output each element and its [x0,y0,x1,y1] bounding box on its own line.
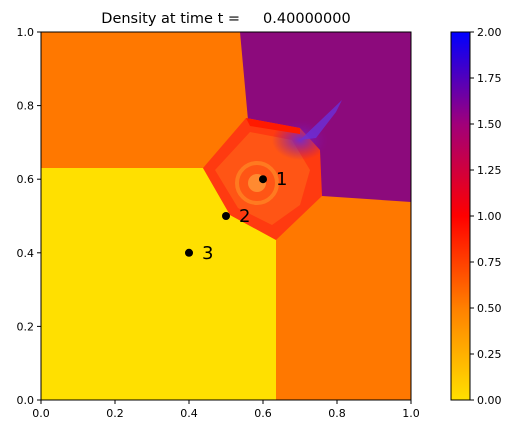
colorbar-tick-label: 2.00 [477,26,502,39]
probe-label-1: 1 [276,169,287,190]
y-tick-label: 0.8 [17,100,35,113]
colorbar [450,31,471,401]
x-tick-label: 1.0 [402,407,420,420]
y-axis: 0.0 0.2 0.4 0.6 0.8 1.0 [17,26,41,407]
probe-point-3 [185,248,193,257]
y-tick-label: 0.2 [17,320,35,333]
x-tick-label: 0.6 [254,407,272,420]
probe-point-2 [222,212,230,220]
x-axis: 0.0 0.2 0.4 0.6 0.8 1.0 [32,400,420,420]
x-tick-label: 0.2 [106,407,124,420]
red-shock-band [246,118,300,134]
y-tick-label: 0.0 [17,394,35,407]
x-tick-label: 0.8 [328,407,346,420]
purple-jet-spike [300,100,342,140]
colorbar-tick-label: 1.00 [477,210,502,223]
probe-label-3: 3 [202,243,213,264]
probe-markers: 1 2 3 [185,169,287,264]
density-field [41,32,411,400]
vortex-ring [235,161,279,205]
plot-frame [40,31,412,401]
colorbar-tick-label: 0.50 [477,302,502,315]
colorbar-tick-label: 1.25 [477,164,502,177]
x-tick-label: 0.4 [180,407,198,420]
chart-title: Density at time t = 0.40000000 [101,11,350,27]
probe-point-1 [259,175,267,184]
colorbar-tick-label: 1.50 [477,118,502,131]
colorbar-axis: 0.00 0.25 0.50 0.75 1.00 1.25 1.50 1.75 2.00 [470,26,502,407]
colorbar-tick-label: 0.25 [477,348,502,361]
y-tick-label: 0.4 [17,247,35,260]
region-lower-left [41,168,276,400]
colorbar-tick-label: 1.75 [477,72,502,85]
y-tick-label: 1.0 [17,26,35,39]
probe-label-2: 2 [239,206,250,227]
y-tick-label: 0.6 [17,173,35,186]
colorbar-tick-label: 0.00 [477,394,502,407]
colorbar-tick-label: 0.75 [477,256,502,269]
x-tick-label: 0.0 [32,407,50,420]
